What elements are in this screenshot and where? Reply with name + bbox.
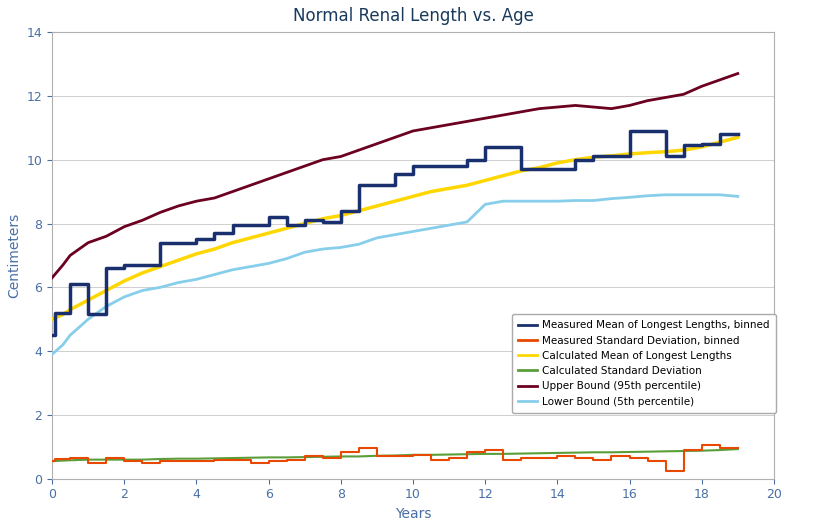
Y-axis label: Centimeters: Centimeters: [7, 213, 21, 298]
Legend: Measured Mean of Longest Lengths, binned, Measured Standard Deviation, binned, C: Measured Mean of Longest Lengths, binned…: [512, 314, 776, 413]
X-axis label: Years: Years: [395, 507, 431, 521]
Title: Normal Renal Length vs. Age: Normal Renal Length vs. Age: [293, 7, 534, 25]
